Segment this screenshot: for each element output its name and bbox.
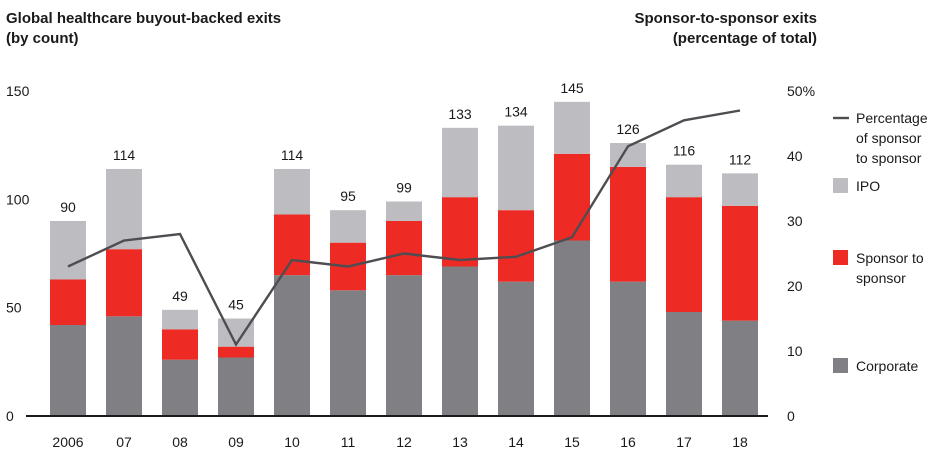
bar-ipo (274, 169, 310, 215)
bar-corporate (610, 281, 646, 416)
bar-sponsor-to-sponsor (218, 346, 254, 358)
legend-swatch-ipo (833, 178, 848, 193)
left-title-line1: Global healthcare buyout-backed exits (6, 10, 282, 27)
legend-label: of sponsor (856, 130, 922, 146)
bar-corporate (722, 320, 758, 416)
bar-ipo (386, 201, 422, 221)
bar-ipo (442, 127, 478, 198)
legend-label: IPO (856, 178, 880, 194)
bar-ipo (106, 169, 142, 250)
bar-total-label: 116 (673, 143, 696, 159)
bar-corporate (50, 325, 86, 416)
x-tick-label: 08 (172, 434, 188, 450)
left-tick-label: 150 (6, 83, 30, 99)
bar-sponsor-to-sponsor (610, 166, 646, 282)
left-tick-label: 50 (6, 300, 22, 316)
legend-swatch-corporate (833, 358, 848, 373)
bar-ipo (498, 125, 534, 211)
right-title-line1: Sponsor-to-sponsor exits (634, 10, 817, 27)
x-tick-label: 2006 (52, 434, 83, 450)
legend-label: sponsor (856, 270, 906, 286)
bar-total-label: 112 (729, 151, 752, 167)
left-title-line2: (by count) (6, 30, 79, 47)
legend-swatch-sponsor-to-sponsor (833, 250, 848, 265)
legend-label: to sponsor (856, 150, 922, 166)
bar-corporate (106, 316, 142, 416)
bar-sponsor-to-sponsor (50, 279, 86, 325)
bar-total-label: 114 (113, 147, 136, 163)
bar-total-label: 95 (340, 188, 356, 204)
bar-total-label: 45 (228, 297, 244, 313)
right-tick-label: 20 (787, 278, 803, 294)
x-tick-label: 18 (732, 434, 748, 450)
bar-sponsor-to-sponsor (666, 197, 702, 312)
bar-total-label: 90 (60, 199, 76, 215)
x-tick-label: 11 (341, 434, 356, 450)
bar-ipo (666, 164, 702, 198)
right-tick-label: 10 (787, 343, 803, 359)
right-tick-label: 50% (787, 83, 815, 99)
bar-sponsor-to-sponsor (162, 329, 198, 360)
left-tick-label: 0 (6, 408, 14, 424)
bar-total-label: 126 (616, 121, 640, 137)
bar-sponsor-to-sponsor (498, 210, 534, 282)
bar-total-label: 99 (396, 180, 412, 196)
right-tick-label: 30 (787, 213, 803, 229)
bar-corporate (442, 266, 478, 416)
bar-ipo (554, 101, 590, 154)
bar-corporate (218, 357, 254, 416)
bar-total-label: 114 (281, 147, 304, 163)
x-tick-label: 10 (284, 434, 300, 450)
bar-ipo (722, 173, 758, 206)
bar-corporate (274, 275, 310, 416)
bar-total-label: 134 (504, 104, 528, 120)
bar-corporate (386, 275, 422, 416)
bar-sponsor-to-sponsor (274, 214, 310, 276)
bar-corporate (330, 290, 366, 416)
sponsor-percentage-line (67, 109, 741, 347)
x-tick-label: 15 (564, 434, 580, 450)
x-tick-label: 07 (116, 434, 132, 450)
legend-label: Sponsor to (856, 250, 924, 266)
right-tick-label: 40 (787, 148, 803, 164)
legend-label: Percentage (856, 110, 928, 126)
bar-ipo (50, 221, 86, 280)
x-tick-label: 14 (508, 434, 524, 450)
bar-total-label: 133 (448, 106, 472, 122)
right-axis-title: Sponsor-to-sponsor exits (percentage of … (634, 9, 817, 49)
bar-sponsor-to-sponsor (386, 221, 422, 276)
legend-label: Corporate (856, 358, 918, 374)
x-tick-label: 16 (620, 434, 636, 450)
bar-sponsor-to-sponsor (554, 153, 590, 241)
bar-sponsor-to-sponsor (106, 249, 142, 317)
x-tick-label: 12 (396, 434, 412, 450)
right-tick-label: 0 (787, 408, 795, 424)
bar-sponsor-to-sponsor (722, 205, 758, 321)
bar-sponsor-to-sponsor (442, 197, 478, 267)
bar-total-label: 49 (172, 288, 188, 304)
x-tick-label: 09 (228, 434, 244, 450)
bar-ipo (162, 309, 198, 330)
bar-corporate (554, 240, 590, 416)
bar-corporate (666, 312, 702, 416)
bar-ipo (330, 210, 366, 243)
bar-total-label: 145 (560, 80, 584, 96)
left-tick-label: 100 (6, 191, 30, 207)
x-tick-label: 13 (452, 434, 468, 450)
x-tick-label: 17 (676, 434, 692, 450)
left-axis-title: Global healthcare buyout-backed exits (b… (6, 9, 281, 49)
bar-corporate (162, 359, 198, 416)
bar-corporate (498, 281, 534, 416)
right-title-line2: (percentage of total) (672, 30, 817, 47)
